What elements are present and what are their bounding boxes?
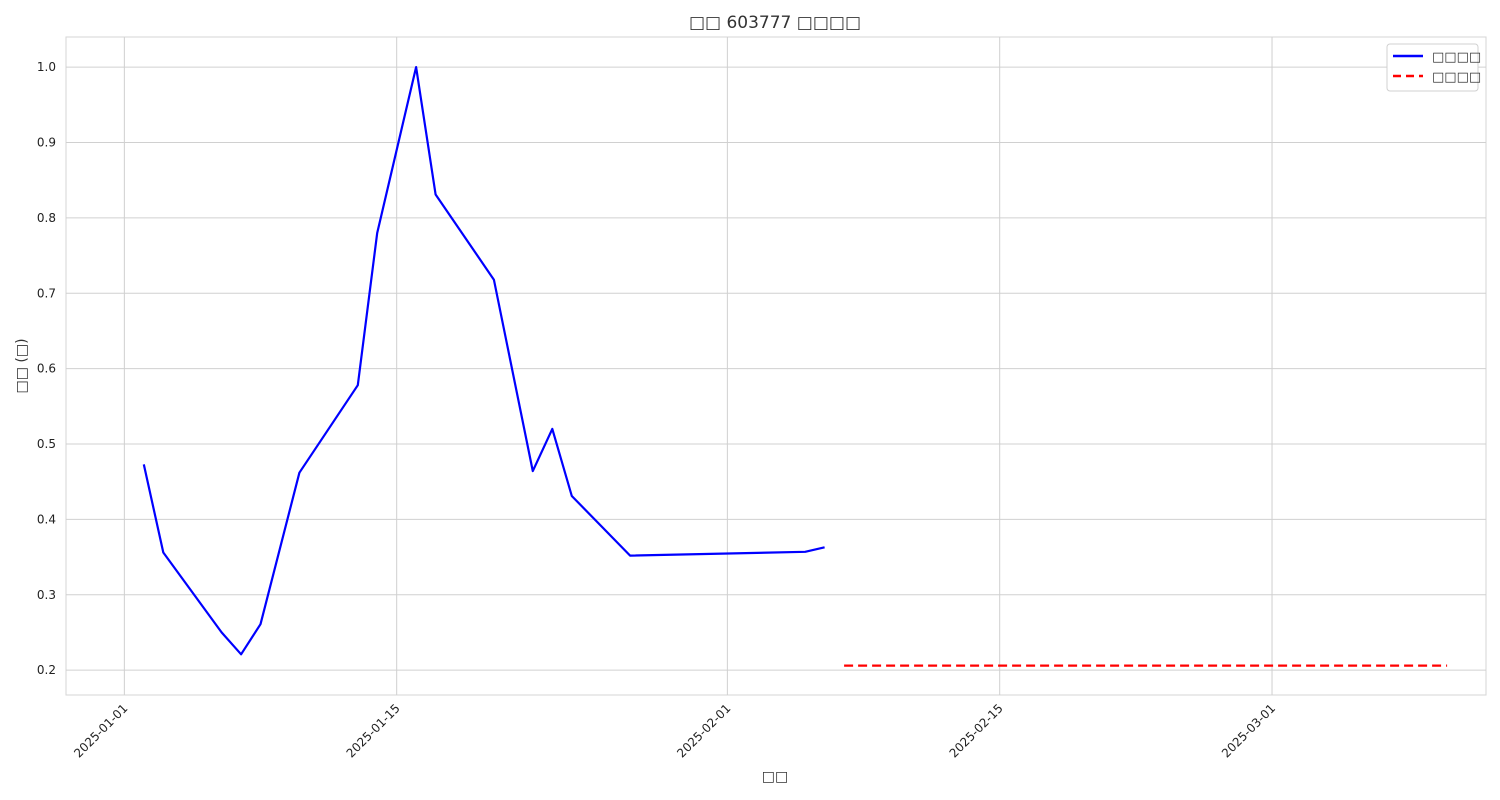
y-tick-label: 0.2 [37, 663, 56, 677]
legend-label-forecast: □□□□ [1432, 70, 1481, 85]
y-axis-ticks: 0.2 0.3 0.4 0.5 0.6 0.7 0.8 0.9 1.0 [37, 60, 56, 677]
series-line-actual [142, 65, 825, 656]
plot-area [65, 36, 1487, 696]
legend: □□□□ □□□□ [1386, 43, 1481, 92]
chart-title: □□ 603777 □□□□ [689, 13, 861, 33]
x-tick-label: 2025-02-15 [947, 701, 1006, 760]
x-tick-label: 2025-01-01 [71, 701, 130, 760]
y-tick-label: 0.9 [37, 136, 56, 150]
y-tick-label: 0.8 [37, 211, 56, 225]
y-tick-label: 0.6 [37, 362, 56, 376]
y-tick-label: 0.5 [37, 437, 56, 451]
x-axis-ticks: 2025-01-01 2025-01-15 2025-02-01 2025-02-15… [71, 701, 1278, 760]
x-axis-label: □□ [762, 769, 788, 785]
y-tick-label: 1.0 [37, 60, 56, 74]
series-lines [142, 65, 1448, 667]
x-tick-label: 2025-02-01 [674, 701, 733, 760]
x-tick-label: 2025-01-15 [344, 701, 403, 760]
y-axis-label: □□ (□) [14, 338, 30, 393]
y-tick-label: 0.3 [37, 588, 56, 602]
x-tick-label: 2025-03-01 [1219, 701, 1278, 760]
y-tick-label: 0.7 [37, 286, 56, 300]
legend-label-actual: □□□□ [1432, 50, 1481, 65]
y-tick-label: 0.4 [37, 512, 56, 526]
